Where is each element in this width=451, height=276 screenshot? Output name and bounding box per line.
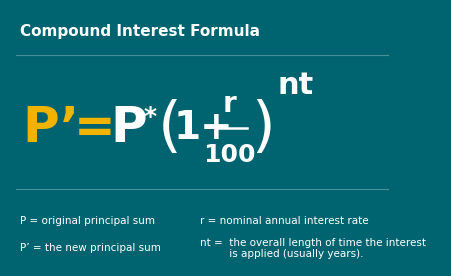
Text: (: ( xyxy=(158,99,182,158)
Text: P: P xyxy=(110,104,147,152)
Text: =: = xyxy=(74,104,116,152)
Text: Compound Interest Formula: Compound Interest Formula xyxy=(20,24,260,39)
Text: *: * xyxy=(143,105,156,129)
Text: r = nominal annual interest rate: r = nominal annual interest rate xyxy=(200,216,368,226)
Text: 100: 100 xyxy=(203,143,256,166)
Text: P’ = the new principal sum: P’ = the new principal sum xyxy=(20,243,161,253)
Text: r: r xyxy=(223,89,237,118)
Text: nt =  the overall length of time the interest
         is applied (usually years: nt = the overall length of time the inte… xyxy=(200,238,426,259)
Text: ): ) xyxy=(251,99,274,158)
Text: P = original principal sum: P = original principal sum xyxy=(20,216,155,226)
Text: 1+: 1+ xyxy=(174,109,234,147)
Text: P’: P’ xyxy=(22,104,79,152)
Text: nt: nt xyxy=(278,71,314,100)
